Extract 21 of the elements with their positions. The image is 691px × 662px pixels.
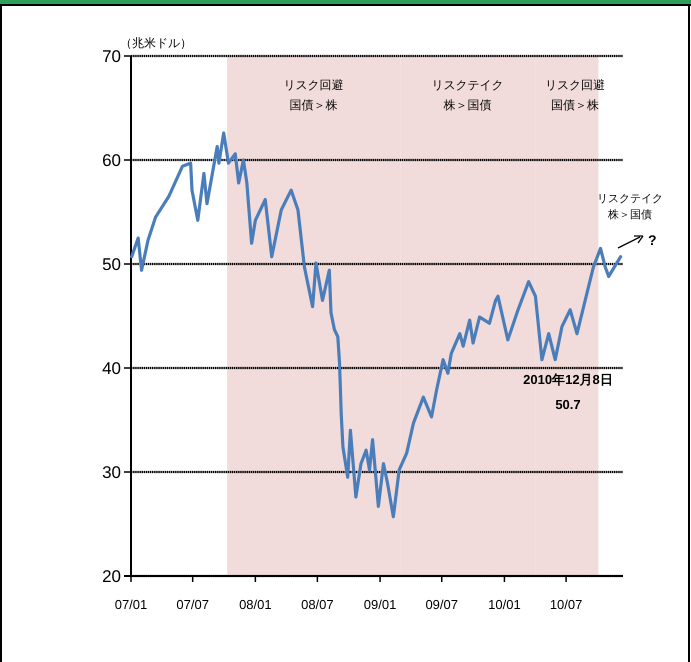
y-tick-label: 50 — [102, 255, 121, 274]
band-label: リスク回避国債＞株 — [283, 77, 344, 114]
band-label: リスクテイク株＞国債 — [431, 77, 504, 114]
y-axis-title: （兆米ドル） — [120, 36, 192, 50]
annotation: リスクテイク株＞国債 — [596, 192, 664, 223]
x-tick-label: 08/01 — [239, 597, 272, 612]
x-tick-label: 09/01 — [364, 597, 396, 612]
x-tick-label: 10/01 — [488, 597, 521, 612]
x-tick-label: 08/07 — [301, 597, 334, 612]
x-tick-label: 09/07 — [425, 597, 458, 612]
x-tick-label: 07/07 — [176, 597, 209, 612]
annotation: 2010年12月8日 50.7 — [522, 371, 614, 414]
y-tick-label: 70 — [102, 47, 121, 66]
y-tick-label: 60 — [102, 151, 121, 170]
y-tick-label: 30 — [102, 463, 121, 482]
y-tick-label: 40 — [102, 359, 121, 378]
x-tick-label: 10/07 — [550, 597, 582, 612]
band-label: リスク回避国債＞株 — [544, 77, 606, 114]
x-tick-label: 07/01 — [114, 597, 148, 612]
text: ? — [648, 232, 657, 248]
y-tick-label: 20 — [102, 567, 121, 586]
